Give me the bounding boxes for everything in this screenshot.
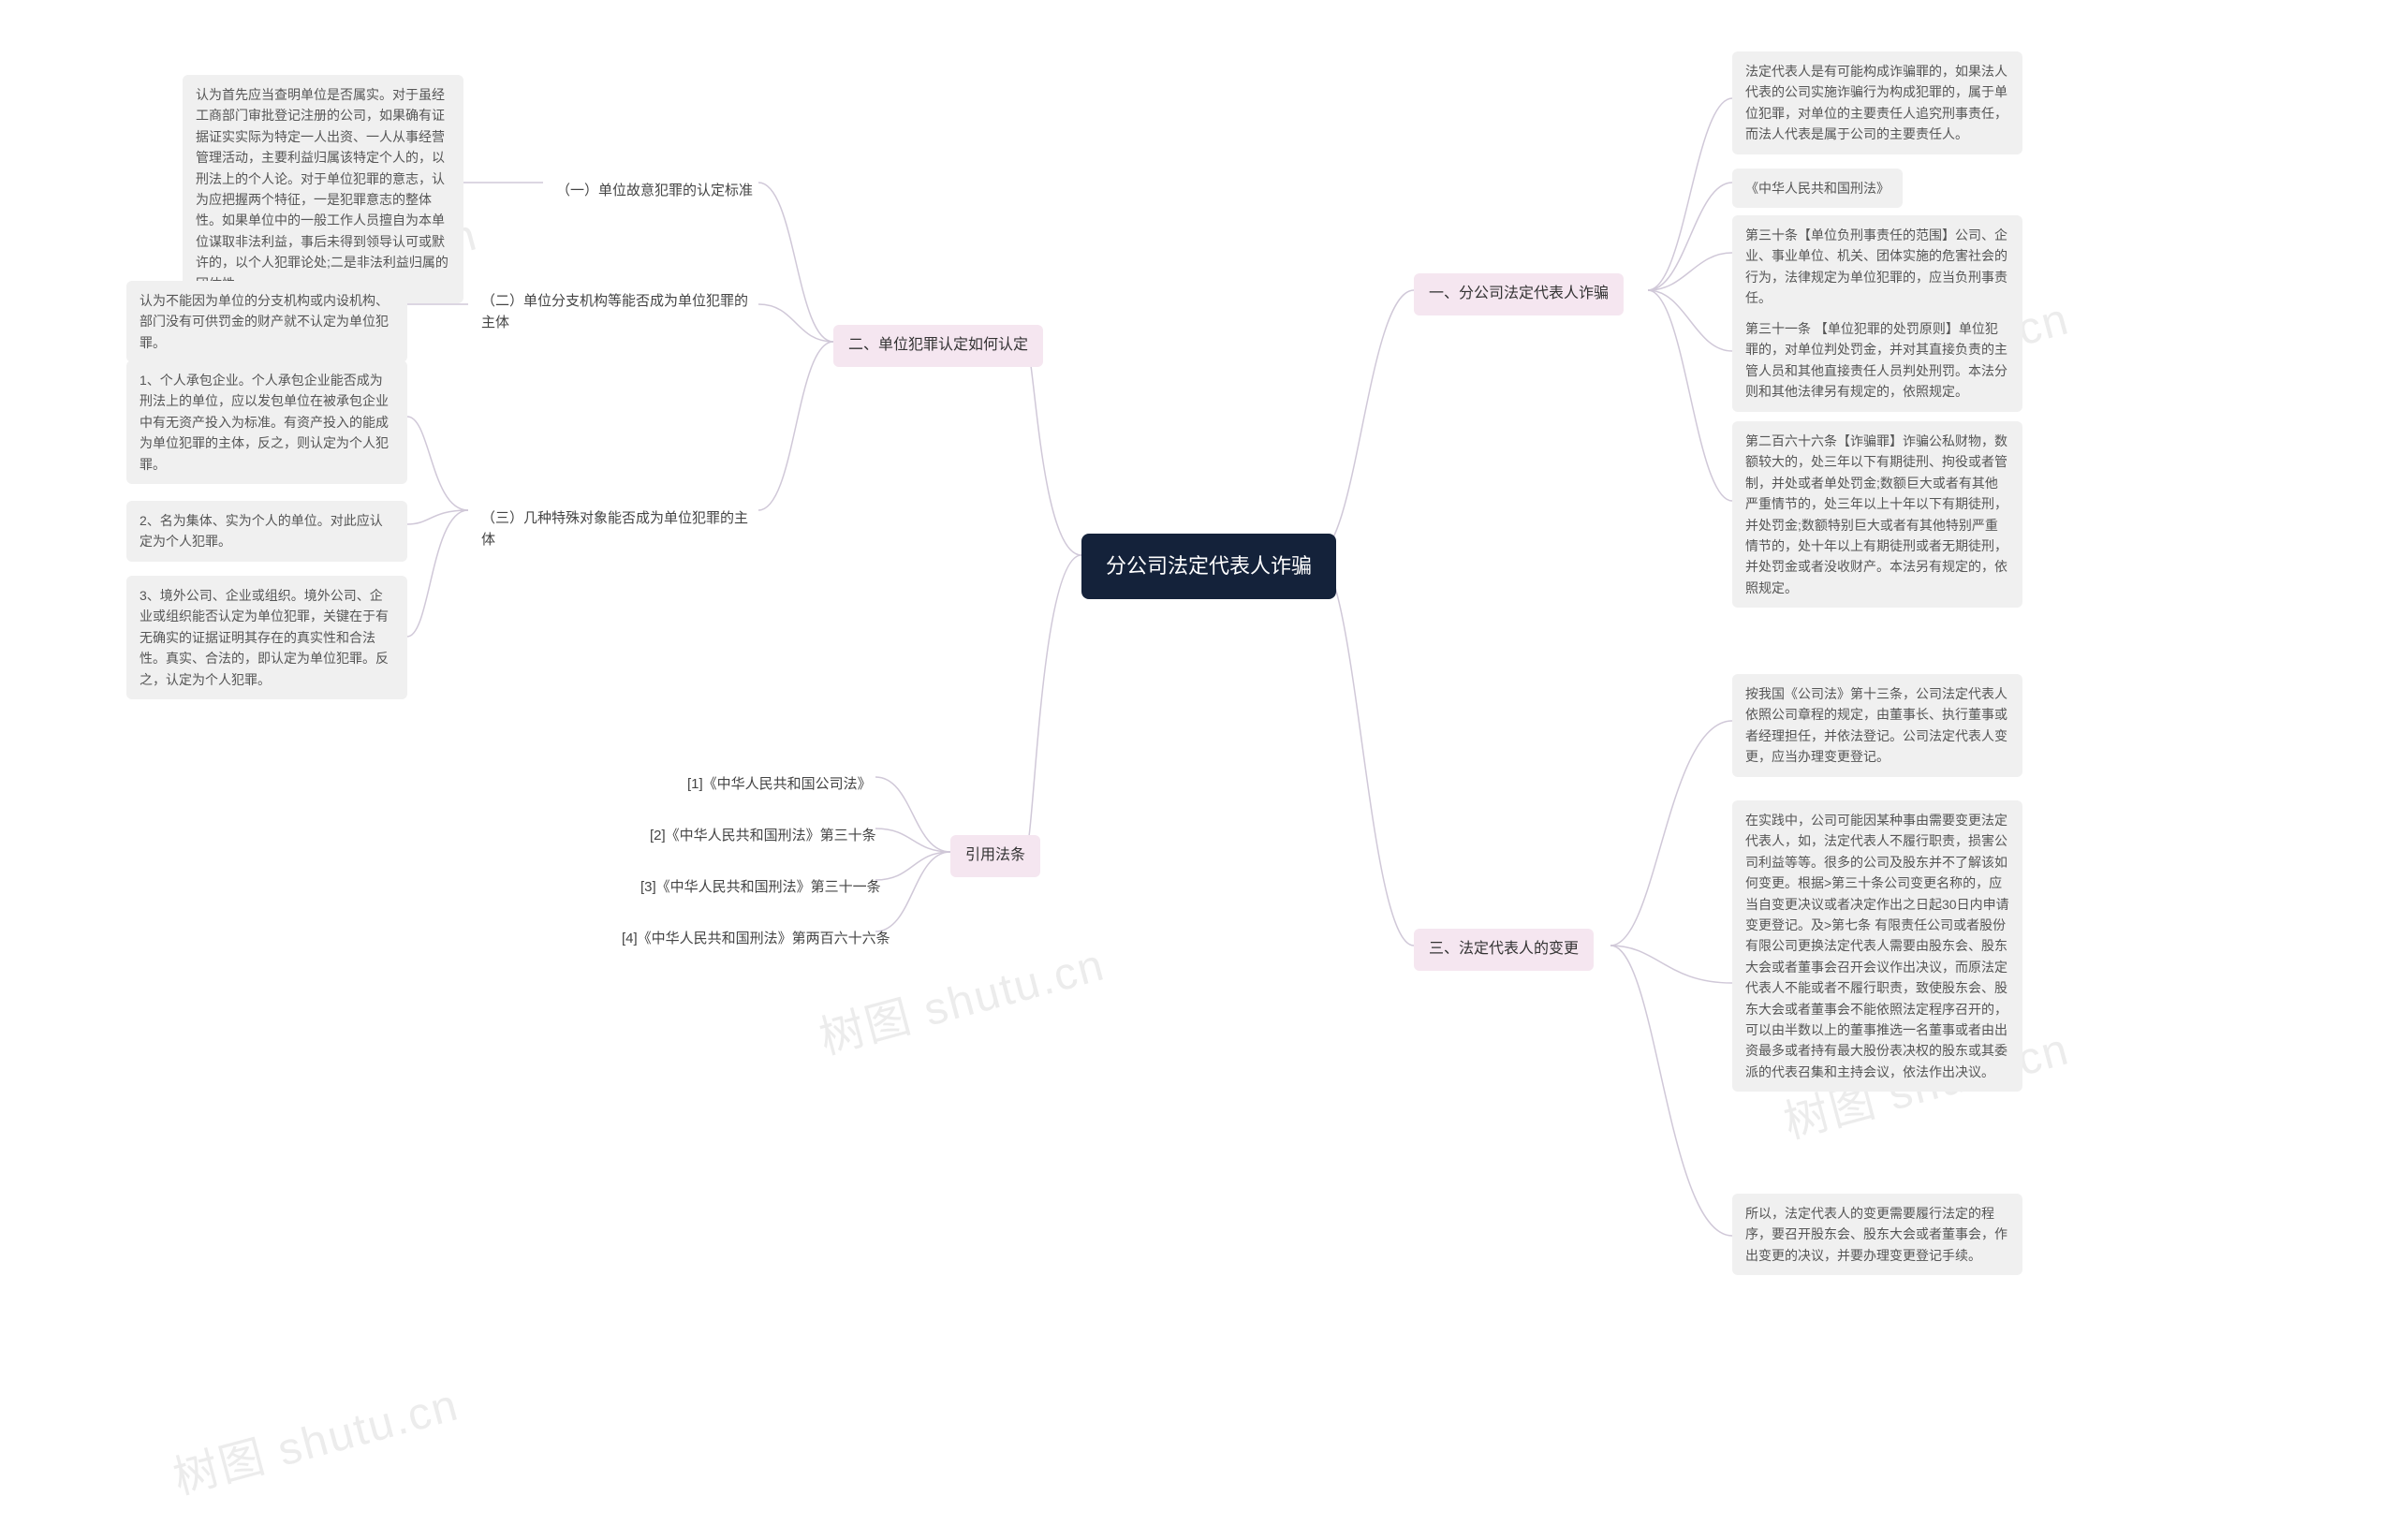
leaf-node[interactable]: 1、个人承包企业。个人承包企业能否成为刑法上的单位，应以发包单位在被承包企业中有… xyxy=(126,360,407,484)
leaf-node[interactable]: [2]《中华人民共和国刑法》第三十条 xyxy=(637,815,890,856)
root-node[interactable]: 分公司法定代表人诈骗 xyxy=(1081,534,1336,599)
branch-node-left-1[interactable]: 二、单位犯罪认定如何认定 xyxy=(833,325,1043,367)
leaf-node[interactable]: 2、名为集体、实为个人的单位。对此应认定为个人犯罪。 xyxy=(126,501,407,562)
leaf-node[interactable]: 法定代表人是有可能构成诈骗罪的，如果法人代表的公司实施诈骗行为构成犯罪的，属于单… xyxy=(1732,51,2022,154)
leaf-node[interactable]: [3]《中华人民共和国刑法》第三十一条 xyxy=(627,867,894,907)
sub-node[interactable]: （一）单位故意犯罪的认定标准 xyxy=(543,170,766,211)
leaf-node[interactable]: 第三十条【单位负刑事责任的范围】公司、企业、事业单位、机关、团体实施的危害社会的… xyxy=(1732,215,2022,318)
leaf-node[interactable]: [4]《中华人民共和国刑法》第两百六十六条 xyxy=(609,918,904,959)
leaf-node[interactable]: [1]《中华人民共和国公司法》 xyxy=(674,764,885,804)
leaf-node[interactable]: 按我国《公司法》第十三条，公司法定代表人依照公司章程的规定，由董事长、执行董事或… xyxy=(1732,674,2022,777)
leaf-node[interactable]: 3、境外公司、企业或组织。境外公司、企业或组织能否认定为单位犯罪，关键在于有无确… xyxy=(126,576,407,699)
leaf-node[interactable]: 第二百六十六条【诈骗罪】诈骗公私财物，数额较大的，处三年以下有期徒刑、拘役或者管… xyxy=(1732,421,2022,608)
watermark: 树图 shutu.cn xyxy=(165,1368,464,1507)
sub-node[interactable]: （三）几种特殊对象能否成为单位犯罪的主体 xyxy=(468,498,768,561)
leaf-node[interactable]: 《中华人民共和国刑法》 xyxy=(1732,169,1903,208)
leaf-node[interactable]: 在实践中，公司可能因某种事由需要变更法定代表人，如，法定代表人不履行职责，损害公… xyxy=(1732,800,2022,1092)
sub-node[interactable]: （二）单位分支机构等能否成为单位犯罪的主体 xyxy=(468,281,768,344)
leaf-node[interactable]: 第三十一条 【单位犯罪的处罚原则】单位犯罪的，对单位判处罚金，并对其直接负责的主… xyxy=(1732,309,2022,412)
leaf-node[interactable]: 所以，法定代表人的变更需要履行法定的程序，要召开股东会、股东大会或者董事会，作出… xyxy=(1732,1194,2022,1275)
branch-node-left-2[interactable]: 引用法条 xyxy=(950,835,1040,877)
branch-node-right-2[interactable]: 三、法定代表人的变更 xyxy=(1414,929,1594,971)
leaf-node[interactable]: 认为不能因为单位的分支机构或内设机构、部门没有可供罚金的财产就不认定为单位犯罪。 xyxy=(126,281,407,362)
leaf-node[interactable]: 认为首先应当查明单位是否属实。对于虽经工商部门审批登记注册的公司，如果确有证据证… xyxy=(183,75,463,303)
branch-node-right-1[interactable]: 一、分公司法定代表人诈骗 xyxy=(1414,273,1624,315)
